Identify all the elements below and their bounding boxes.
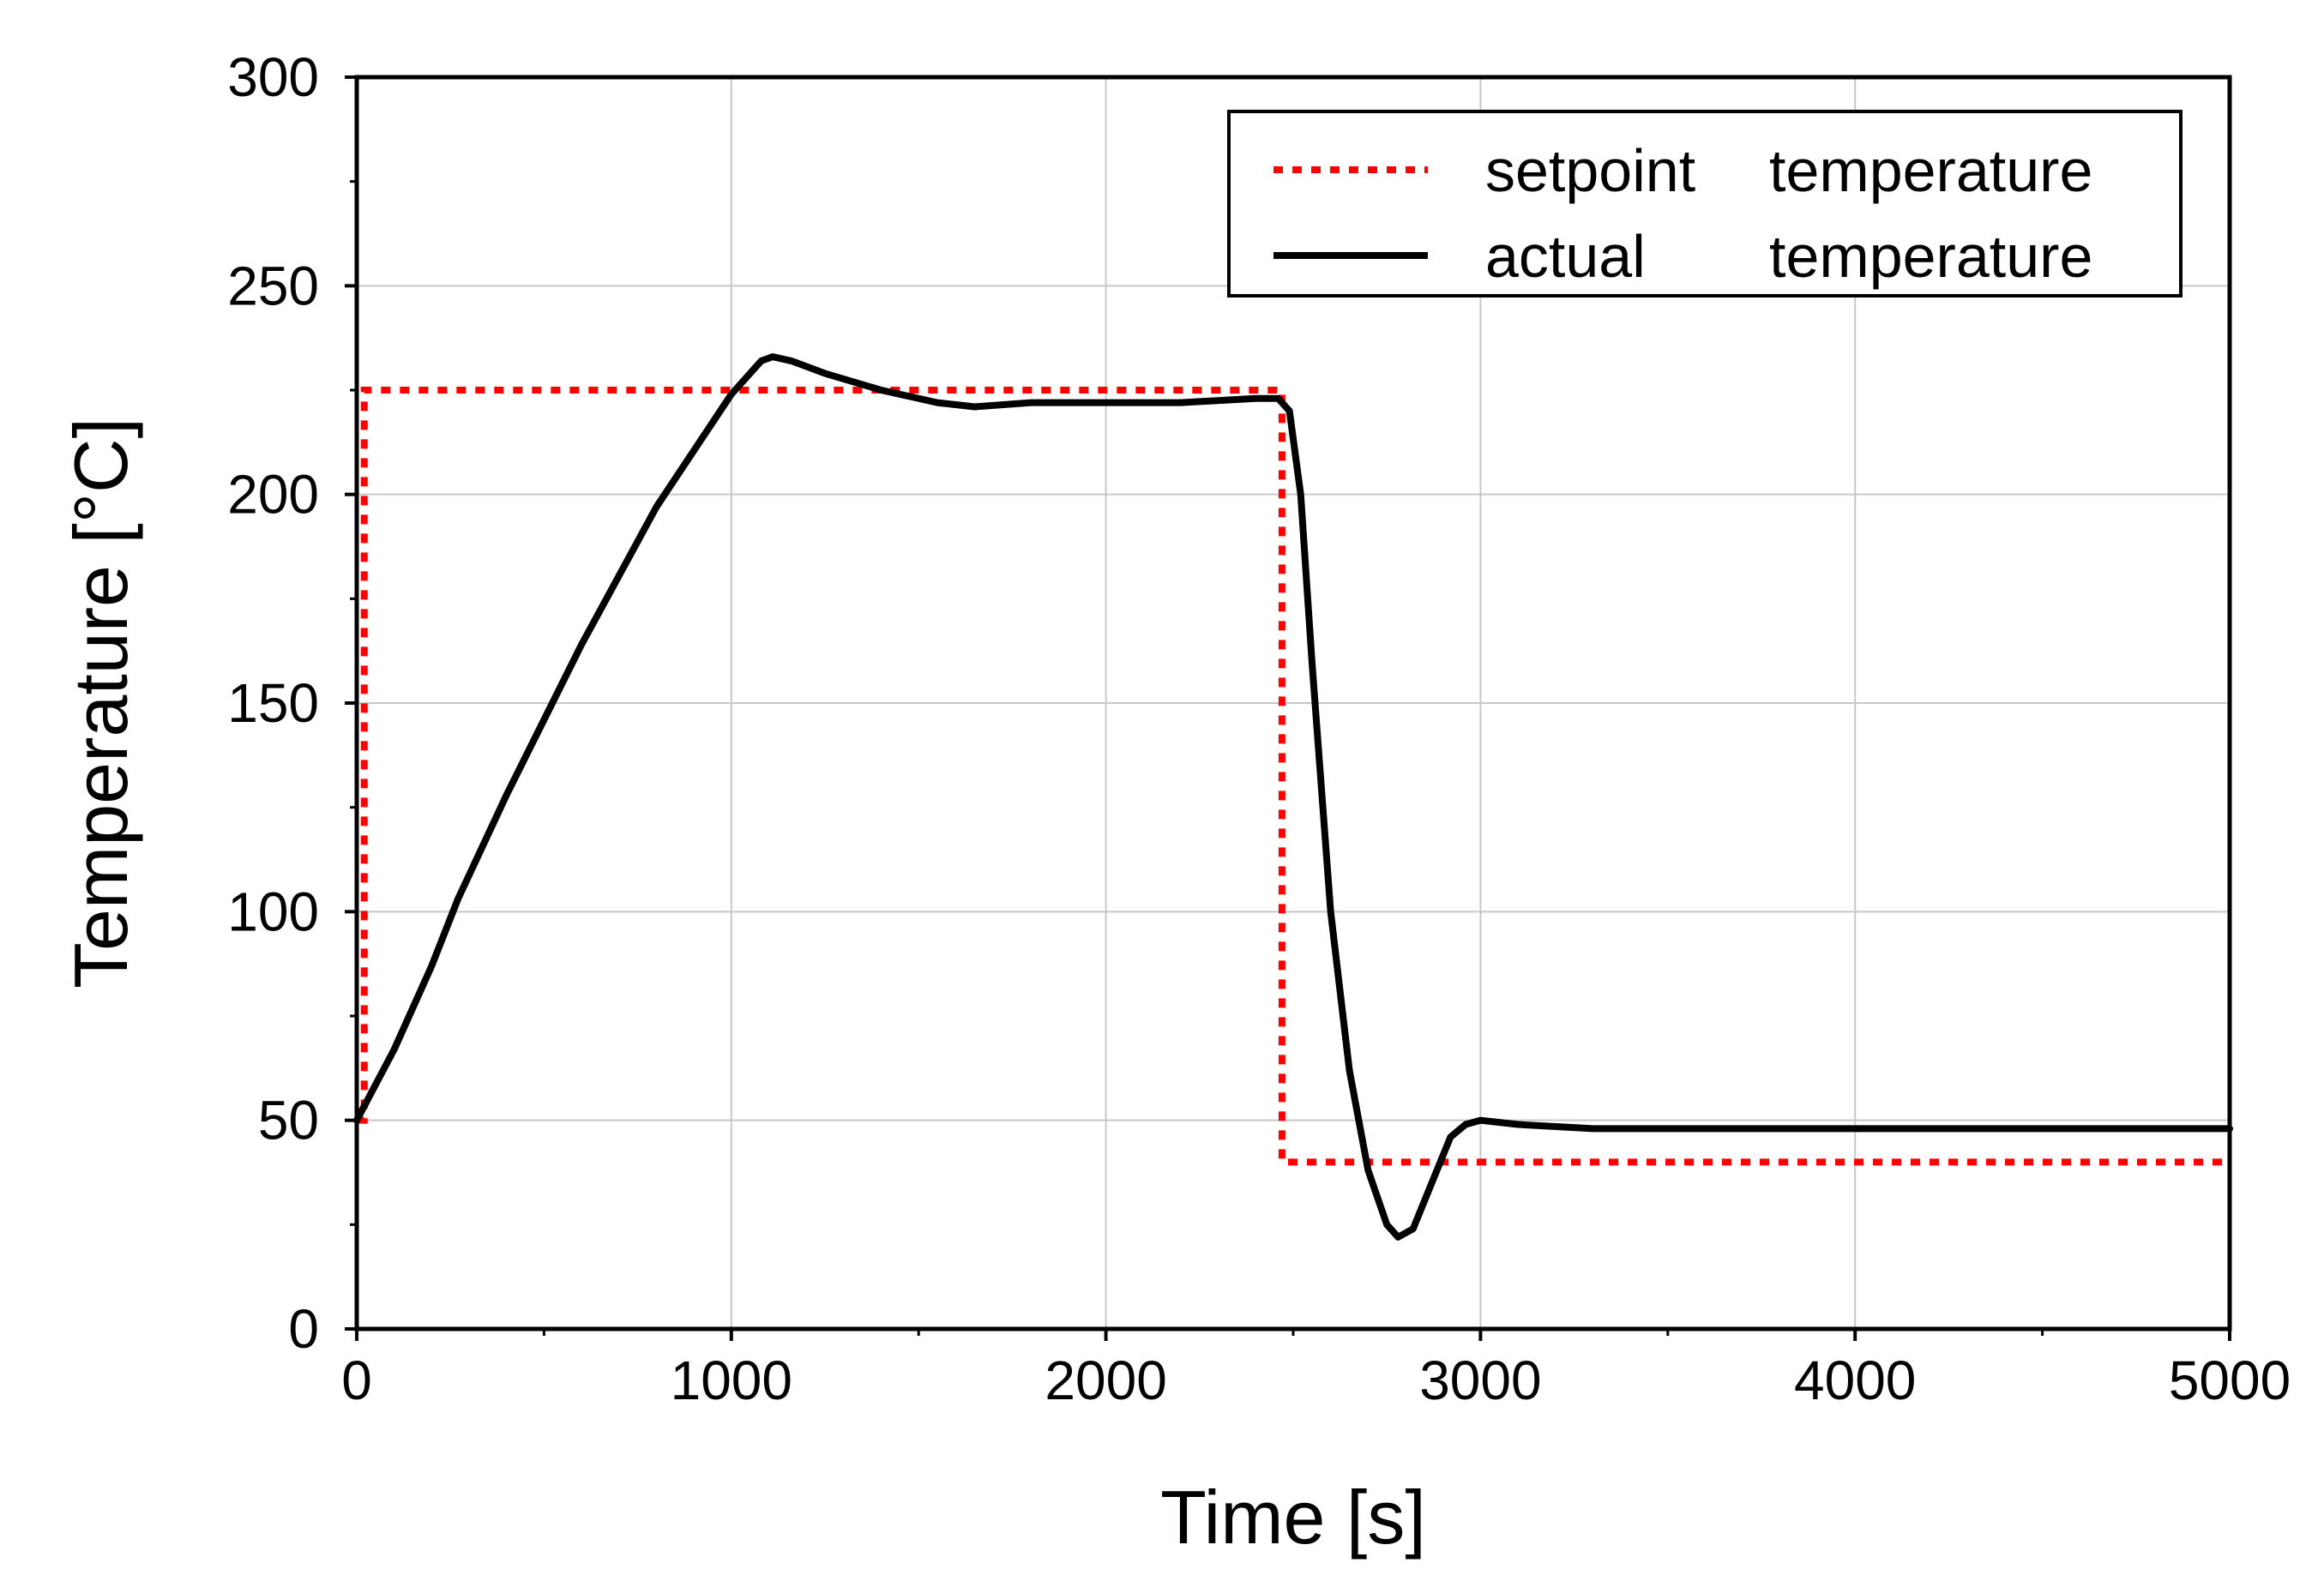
- y-tick-label: 0: [288, 1298, 319, 1360]
- y-tick-label: 300: [227, 46, 319, 108]
- y-axis-ticks: 0 50 100 150 200 250 300: [227, 46, 357, 1360]
- x-axis-title: Time [s]: [1160, 1475, 1426, 1560]
- y-tick-label: 50: [258, 1090, 319, 1151]
- minor-ticks: [350, 180, 2044, 1336]
- legend: setpoint temperature actual temperature: [1227, 110, 2183, 298]
- legend-actual-label-1: actual: [1485, 223, 1646, 290]
- legend-actual-label-2: temperature: [1769, 223, 2092, 290]
- x-tick-label: 2000: [1045, 1350, 1166, 1411]
- x-tick-label: 4000: [1794, 1350, 1916, 1411]
- legend-setpoint-label-1: setpoint: [1485, 137, 1695, 204]
- x-tick-label: 0: [341, 1350, 372, 1411]
- x-tick-label: 1000: [671, 1350, 792, 1411]
- y-axis-title: Temperature [°C]: [58, 418, 143, 989]
- x-axis-ticks: 0 1000 2000 3000 4000 5000: [341, 1329, 2291, 1411]
- legend-setpoint-label-2: temperature: [1769, 137, 2092, 204]
- x-tick-label: 3000: [1419, 1350, 1541, 1411]
- y-tick-label: 100: [227, 881, 319, 942]
- setpoint-temperature-line: [357, 387, 2230, 1166]
- legend-box: [1227, 110, 2183, 298]
- actual-temperature-line: [353, 353, 2233, 1241]
- series-layer: [353, 353, 2233, 1241]
- y-tick-label: 250: [227, 255, 319, 316]
- y-tick-label: 150: [227, 672, 319, 734]
- y-tick-label: 200: [227, 464, 319, 526]
- x-tick-label: 5000: [2169, 1350, 2291, 1411]
